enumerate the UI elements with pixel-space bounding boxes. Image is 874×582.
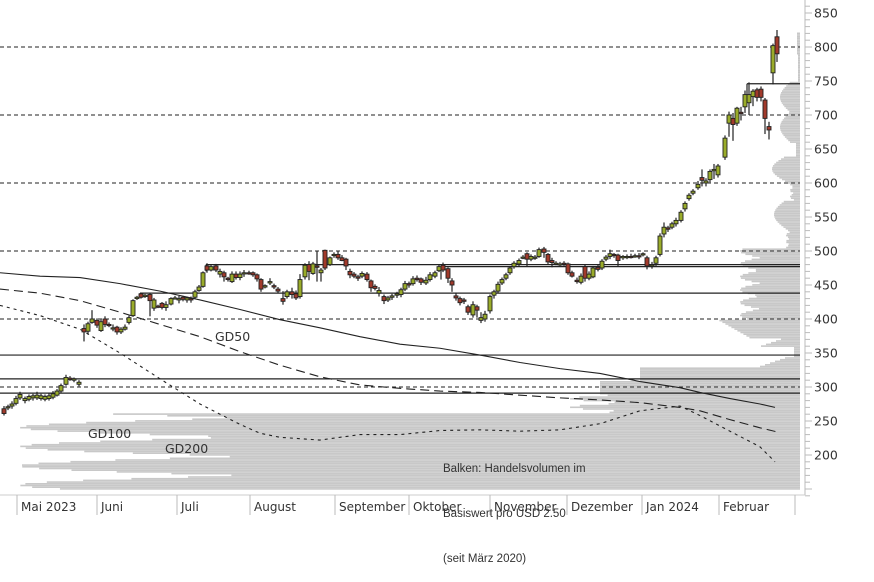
gd100-label: GD100	[88, 426, 131, 441]
x-tick-label: Februar	[723, 500, 769, 514]
x-tick-label: Dezember	[571, 500, 633, 514]
y-tick-label: 350	[814, 346, 838, 361]
y-tick-label: 800	[814, 40, 838, 55]
gd200-line	[0, 272, 776, 408]
y-tick-label: 650	[814, 142, 838, 157]
y-axis: 850 800 750 700 650 600 550 500 450 400 350 300 250 2…	[804, 0, 838, 497]
gridlines	[0, 46, 800, 388]
y-tick-label: 250	[814, 414, 838, 429]
x-tick-label: August	[254, 500, 296, 514]
x-tick-label: Mai 2023	[21, 500, 76, 514]
x-tick-label: November	[494, 500, 556, 514]
support-resistance-levels	[0, 83, 800, 394]
y-tick-label: 850	[814, 6, 838, 21]
x-axis: Mai 2023 Juni Juli August September Oktober No…	[0, 494, 805, 515]
volume-profile	[20, 32, 801, 490]
moving-average-labels: GD50 GD100 GD200	[88, 329, 250, 456]
x-tick-label: Jan 2024	[645, 500, 699, 514]
y-tick-label: 450	[814, 278, 838, 293]
x-tick-label: Oktober	[413, 500, 461, 514]
y-tick-label: 400	[814, 312, 838, 327]
gd200-label: GD200	[165, 441, 208, 456]
candlesticks	[1, 30, 780, 416]
price-chart: 850 800 750 700 650 600 550 500 450 400 350 300 250 2…	[0, 0, 838, 515]
y-tick-label: 500	[814, 244, 838, 259]
volume-note-line-3: (seit März 2020)	[443, 553, 527, 565]
y-tick-label: 550	[814, 210, 838, 225]
y-tick-label: 600	[814, 176, 838, 191]
x-tick-label: Juni	[100, 500, 123, 514]
gd100-line	[0, 288, 778, 433]
y-tick-label: 300	[814, 380, 838, 395]
x-tick-label: Juli	[180, 500, 199, 514]
gd50-label: GD50	[215, 329, 250, 344]
x-tick-label: September	[339, 500, 405, 514]
y-tick-label: 750	[814, 74, 838, 89]
y-tick-label: 200	[814, 448, 838, 463]
volume-note-line-1: Balken: Handelsvolumen im	[443, 463, 586, 475]
gd50-line	[0, 304, 776, 463]
moving-averages	[0, 272, 778, 463]
volume-note: Balken: Handelsvolumen im Basiswert pro …	[443, 432, 586, 582]
y-tick-label: 700	[814, 108, 838, 123]
